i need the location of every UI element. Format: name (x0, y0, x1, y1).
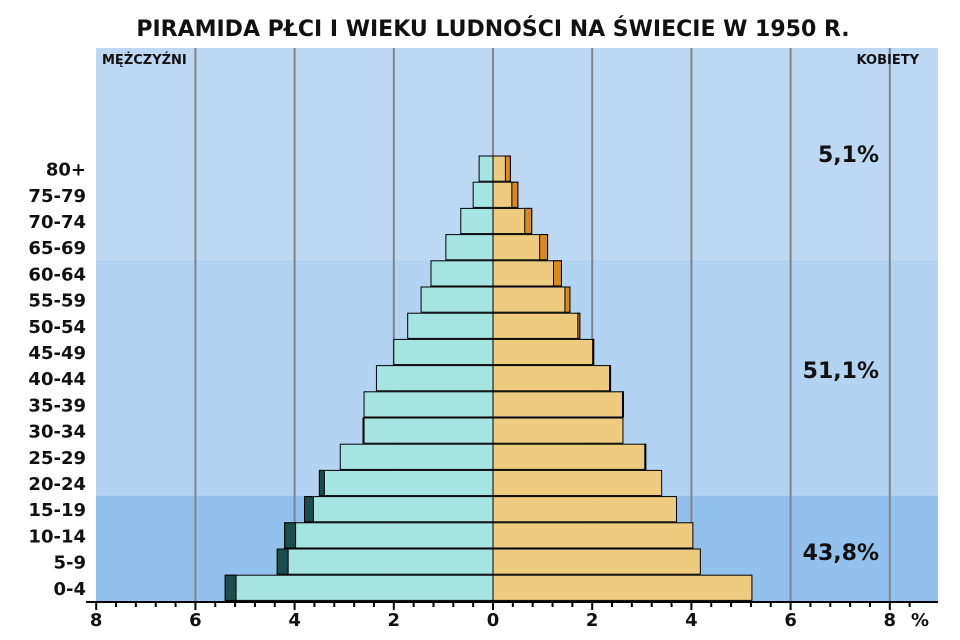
bar-men-35-39 (363, 391, 494, 418)
chart-title: PIRAMIDA PŁCI I WIEKU LUDNOŚCI NA ŚWIECI… (136, 16, 849, 42)
bar-men-surplus-30-34 (362, 417, 365, 444)
bar-men-5-9 (276, 548, 494, 575)
x-tick-label: 8 (884, 610, 897, 631)
age-label-70-74: 70-74 (28, 212, 86, 233)
bar-men-20-24 (318, 469, 494, 497)
bar-men-0-4 (224, 574, 494, 601)
age-label-75-79: 75-79 (28, 186, 86, 207)
bar-women-10-14 (492, 522, 694, 549)
men-label: MĘŻCZYŹNI (102, 52, 187, 68)
age-label-60-64: 60-64 (28, 264, 86, 285)
bar-men-30-34 (362, 417, 494, 444)
age-label-10-14: 10-14 (28, 526, 86, 547)
x-unit-label: % (911, 610, 929, 631)
x-tick-label: 6 (784, 610, 797, 631)
bar-men-70-74 (460, 207, 494, 235)
bar-women-5-9 (492, 548, 701, 575)
age-label-30-34: 30-34 (28, 422, 86, 443)
x-tick-label: 2 (388, 610, 401, 631)
bar-women-surplus-70-74 (524, 207, 533, 235)
bar-men-45-49 (393, 338, 494, 366)
age-label-5-9: 5-9 (53, 553, 86, 574)
bar-men-surplus-10-14 (284, 522, 297, 549)
age-label-15-19: 15-19 (28, 500, 86, 521)
age-label-20-24: 20-24 (28, 474, 86, 495)
age-label-55-59: 55-59 (28, 291, 86, 312)
bar-men-65-69 (445, 234, 494, 261)
bar-men-75-79 (472, 181, 494, 208)
bar-women-65-69 (492, 234, 549, 261)
bar-women-surplus-75-79 (511, 181, 519, 208)
bar-men-surplus-20-24 (318, 469, 325, 497)
bar-women-20-24 (492, 469, 663, 497)
bar-women-0-4 (492, 574, 753, 601)
bar-women-30-34 (492, 417, 624, 444)
age-label-80+: 80+ (46, 160, 86, 181)
bar-men-surplus-15-19 (304, 496, 314, 523)
bar-women-surplus-40-44 (609, 365, 612, 392)
bar-women-surplus-45-49 (592, 338, 595, 366)
bar-women-45-49 (492, 338, 595, 366)
bar-men-60-64 (430, 260, 494, 287)
bar-women-surplus-60-64 (553, 260, 562, 287)
age-labels: 80+ 75-79 70-74 65-69 60-64 55-59 50-54 45-49 40… (28, 160, 86, 600)
bar-men-15-19 (304, 496, 494, 523)
x-tick-label: 6 (189, 610, 202, 631)
age-label-65-69: 65-69 (28, 238, 86, 259)
bar-men-40-44 (375, 365, 494, 392)
bar-women-surplus-80+ (504, 155, 511, 182)
bar-men-80+ (478, 155, 494, 182)
bar-women-surplus-55-59 (564, 286, 571, 313)
x-axis: 8 6 4 2 0 2 4 6 8% (86, 601, 938, 631)
bars (224, 155, 753, 601)
x-tick-label: 4 (685, 610, 698, 631)
x-tick-label: 2 (586, 610, 599, 631)
x-tick-label: 8 (90, 610, 103, 631)
bar-women-surplus-65-69 (539, 234, 549, 261)
band-share-label: 43,8% (803, 541, 879, 566)
bar-women-surplus-50-54 (577, 312, 581, 339)
band-share-label: 51,1% (803, 359, 879, 384)
bar-women-surplus-35-39 (621, 391, 624, 418)
band-share-label: 5,1% (818, 143, 879, 168)
women-label: KOBIETY (857, 53, 920, 68)
age-label-0-4: 0-4 (53, 579, 86, 600)
bar-men-surplus-5-9 (276, 548, 289, 575)
bar-women-surplus-25-29 (644, 443, 647, 470)
bar-men-surplus-0-4 (224, 574, 237, 601)
bar-women-15-19 (492, 496, 678, 523)
bar-men-10-14 (284, 522, 494, 549)
bar-women-25-29 (492, 443, 647, 470)
bar-men-25-29 (339, 443, 494, 470)
age-label-45-49: 45-49 (28, 343, 86, 364)
age-label-25-29: 25-29 (28, 448, 86, 469)
bar-men-50-54 (407, 312, 494, 339)
age-label-50-54: 50-54 (28, 317, 86, 338)
bar-women-55-59 (492, 286, 571, 313)
age-label-40-44: 40-44 (28, 369, 86, 390)
bar-women-40-44 (492, 365, 612, 392)
x-tick-label: 4 (288, 610, 301, 631)
bar-men-55-59 (420, 286, 494, 313)
bar-women-60-64 (492, 260, 562, 287)
band-share-labels: 5,1% 51,1% 43,8% (803, 143, 879, 566)
age-label-35-39: 35-39 (28, 395, 86, 416)
x-tick-label: 0 (487, 610, 500, 631)
bar-women-50-54 (492, 312, 581, 339)
bar-women-35-39 (492, 391, 624, 418)
